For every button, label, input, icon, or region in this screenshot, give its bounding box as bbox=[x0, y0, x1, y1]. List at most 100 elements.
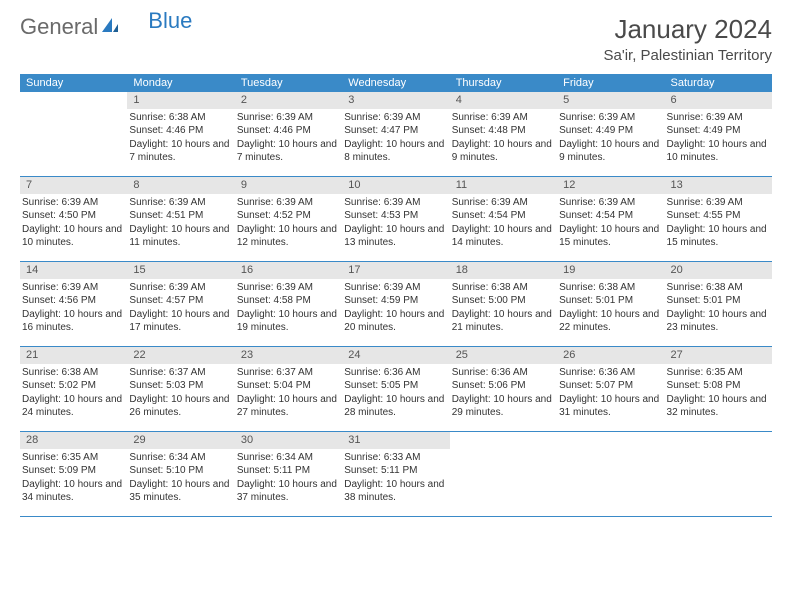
day-cell: 26Sunrise: 6:36 AMSunset: 5:07 PMDayligh… bbox=[557, 347, 664, 431]
day-body: Sunrise: 6:39 AMSunset: 4:48 PMDaylight:… bbox=[450, 109, 557, 169]
day-cell: 7Sunrise: 6:39 AMSunset: 4:50 PMDaylight… bbox=[20, 177, 127, 261]
day-number: 16 bbox=[235, 262, 342, 279]
day-number: 28 bbox=[20, 432, 127, 449]
title-block: January 2024 Sa'ir, Palestinian Territor… bbox=[604, 14, 773, 64]
dow-cell: Friday bbox=[557, 74, 664, 92]
day-number: 8 bbox=[127, 177, 234, 194]
day-body: Sunrise: 6:36 AMSunset: 5:07 PMDaylight:… bbox=[557, 364, 664, 424]
day-body: Sunrise: 6:39 AMSunset: 4:56 PMDaylight:… bbox=[20, 279, 127, 339]
logo-sail-icon bbox=[100, 14, 120, 40]
day-cell: 18Sunrise: 6:38 AMSunset: 5:00 PMDayligh… bbox=[450, 262, 557, 346]
day-body: Sunrise: 6:37 AMSunset: 5:03 PMDaylight:… bbox=[127, 364, 234, 424]
day-cell: 17Sunrise: 6:39 AMSunset: 4:59 PMDayligh… bbox=[342, 262, 449, 346]
dow-cell: Monday bbox=[127, 74, 234, 92]
day-body: Sunrise: 6:39 AMSunset: 4:49 PMDaylight:… bbox=[557, 109, 664, 169]
day-cell: 24Sunrise: 6:36 AMSunset: 5:05 PMDayligh… bbox=[342, 347, 449, 431]
day-number: 4 bbox=[450, 92, 557, 109]
header: General Blue January 2024 Sa'ir, Palesti… bbox=[20, 14, 772, 64]
dow-cell: Tuesday bbox=[235, 74, 342, 92]
day-number: 2 bbox=[235, 92, 342, 109]
day-cell: 1Sunrise: 6:38 AMSunset: 4:46 PMDaylight… bbox=[127, 92, 234, 176]
day-number: 25 bbox=[450, 347, 557, 364]
dow-cell: Saturday bbox=[665, 74, 772, 92]
day-cell: 3Sunrise: 6:39 AMSunset: 4:47 PMDaylight… bbox=[342, 92, 449, 176]
day-number: 24 bbox=[342, 347, 449, 364]
day-cell: 10Sunrise: 6:39 AMSunset: 4:53 PMDayligh… bbox=[342, 177, 449, 261]
day-body: Sunrise: 6:38 AMSunset: 5:00 PMDaylight:… bbox=[450, 279, 557, 339]
day-cell: 13Sunrise: 6:39 AMSunset: 4:55 PMDayligh… bbox=[665, 177, 772, 261]
day-body: Sunrise: 6:38 AMSunset: 4:46 PMDaylight:… bbox=[127, 109, 234, 169]
day-number: 12 bbox=[557, 177, 664, 194]
day-cell: 14Sunrise: 6:39 AMSunset: 4:56 PMDayligh… bbox=[20, 262, 127, 346]
day-body: Sunrise: 6:39 AMSunset: 4:49 PMDaylight:… bbox=[665, 109, 772, 169]
day-body: Sunrise: 6:38 AMSunset: 5:01 PMDaylight:… bbox=[557, 279, 664, 339]
day-cell: 9Sunrise: 6:39 AMSunset: 4:52 PMDaylight… bbox=[235, 177, 342, 261]
day-number: 26 bbox=[557, 347, 664, 364]
day-cell: 31Sunrise: 6:33 AMSunset: 5:11 PMDayligh… bbox=[342, 432, 449, 516]
dow-cell: Wednesday bbox=[342, 74, 449, 92]
day-number: 18 bbox=[450, 262, 557, 279]
day-body: Sunrise: 6:39 AMSunset: 4:57 PMDaylight:… bbox=[127, 279, 234, 339]
day-number: 9 bbox=[235, 177, 342, 194]
logo-word2: Blue bbox=[148, 8, 192, 34]
week-row: 28Sunrise: 6:35 AMSunset: 5:09 PMDayligh… bbox=[20, 432, 772, 517]
day-number: 19 bbox=[557, 262, 664, 279]
day-number: 29 bbox=[127, 432, 234, 449]
day-cell: 2Sunrise: 6:39 AMSunset: 4:46 PMDaylight… bbox=[235, 92, 342, 176]
day-number: 13 bbox=[665, 177, 772, 194]
day-cell: 6Sunrise: 6:39 AMSunset: 4:49 PMDaylight… bbox=[665, 92, 772, 176]
day-cell: . bbox=[665, 432, 772, 516]
logo-word1: General bbox=[20, 14, 98, 40]
day-cell: 20Sunrise: 6:38 AMSunset: 5:01 PMDayligh… bbox=[665, 262, 772, 346]
day-cell: 21Sunrise: 6:38 AMSunset: 5:02 PMDayligh… bbox=[20, 347, 127, 431]
day-body: Sunrise: 6:35 AMSunset: 5:09 PMDaylight:… bbox=[20, 449, 127, 509]
day-cell: 28Sunrise: 6:35 AMSunset: 5:09 PMDayligh… bbox=[20, 432, 127, 516]
day-body: Sunrise: 6:35 AMSunset: 5:08 PMDaylight:… bbox=[665, 364, 772, 424]
day-cell: . bbox=[557, 432, 664, 516]
day-body: Sunrise: 6:36 AMSunset: 5:06 PMDaylight:… bbox=[450, 364, 557, 424]
day-cell: 25Sunrise: 6:36 AMSunset: 5:06 PMDayligh… bbox=[450, 347, 557, 431]
dow-cell: Sunday bbox=[20, 74, 127, 92]
day-number: 27 bbox=[665, 347, 772, 364]
day-cell: 8Sunrise: 6:39 AMSunset: 4:51 PMDaylight… bbox=[127, 177, 234, 261]
logo: General Blue bbox=[20, 14, 192, 40]
day-cell: 5Sunrise: 6:39 AMSunset: 4:49 PMDaylight… bbox=[557, 92, 664, 176]
day-cell: 30Sunrise: 6:34 AMSunset: 5:11 PMDayligh… bbox=[235, 432, 342, 516]
day-number: 31 bbox=[342, 432, 449, 449]
day-body: Sunrise: 6:38 AMSunset: 5:02 PMDaylight:… bbox=[20, 364, 127, 424]
day-cell: 12Sunrise: 6:39 AMSunset: 4:54 PMDayligh… bbox=[557, 177, 664, 261]
day-number: 1 bbox=[127, 92, 234, 109]
day-number: 3 bbox=[342, 92, 449, 109]
week-row: 14Sunrise: 6:39 AMSunset: 4:56 PMDayligh… bbox=[20, 262, 772, 347]
day-cell: 15Sunrise: 6:39 AMSunset: 4:57 PMDayligh… bbox=[127, 262, 234, 346]
day-number: 30 bbox=[235, 432, 342, 449]
day-number: 20 bbox=[665, 262, 772, 279]
day-body: Sunrise: 6:39 AMSunset: 4:47 PMDaylight:… bbox=[342, 109, 449, 169]
day-body: Sunrise: 6:39 AMSunset: 4:53 PMDaylight:… bbox=[342, 194, 449, 254]
day-body: Sunrise: 6:39 AMSunset: 4:50 PMDaylight:… bbox=[20, 194, 127, 254]
day-body: Sunrise: 6:39 AMSunset: 4:58 PMDaylight:… bbox=[235, 279, 342, 339]
day-body: Sunrise: 6:36 AMSunset: 5:05 PMDaylight:… bbox=[342, 364, 449, 424]
day-body: Sunrise: 6:39 AMSunset: 4:54 PMDaylight:… bbox=[450, 194, 557, 254]
day-body: Sunrise: 6:38 AMSunset: 5:01 PMDaylight:… bbox=[665, 279, 772, 339]
day-cell: 16Sunrise: 6:39 AMSunset: 4:58 PMDayligh… bbox=[235, 262, 342, 346]
day-cell: 22Sunrise: 6:37 AMSunset: 5:03 PMDayligh… bbox=[127, 347, 234, 431]
day-number: 17 bbox=[342, 262, 449, 279]
day-number: 14 bbox=[20, 262, 127, 279]
day-body: Sunrise: 6:34 AMSunset: 5:10 PMDaylight:… bbox=[127, 449, 234, 509]
month-title: January 2024 bbox=[604, 14, 773, 45]
day-number: 15 bbox=[127, 262, 234, 279]
day-number: 5 bbox=[557, 92, 664, 109]
day-cell: 11Sunrise: 6:39 AMSunset: 4:54 PMDayligh… bbox=[450, 177, 557, 261]
week-row: 21Sunrise: 6:38 AMSunset: 5:02 PMDayligh… bbox=[20, 347, 772, 432]
day-body: Sunrise: 6:33 AMSunset: 5:11 PMDaylight:… bbox=[342, 449, 449, 509]
day-cell: 4Sunrise: 6:39 AMSunset: 4:48 PMDaylight… bbox=[450, 92, 557, 176]
day-cell: 27Sunrise: 6:35 AMSunset: 5:08 PMDayligh… bbox=[665, 347, 772, 431]
day-cell: . bbox=[450, 432, 557, 516]
calendar: SundayMondayTuesdayWednesdayThursdayFrid… bbox=[20, 74, 772, 517]
dow-row: SundayMondayTuesdayWednesdayThursdayFrid… bbox=[20, 74, 772, 92]
day-body: Sunrise: 6:39 AMSunset: 4:54 PMDaylight:… bbox=[557, 194, 664, 254]
day-body: Sunrise: 6:39 AMSunset: 4:59 PMDaylight:… bbox=[342, 279, 449, 339]
day-number: 23 bbox=[235, 347, 342, 364]
week-row: 7Sunrise: 6:39 AMSunset: 4:50 PMDaylight… bbox=[20, 177, 772, 262]
